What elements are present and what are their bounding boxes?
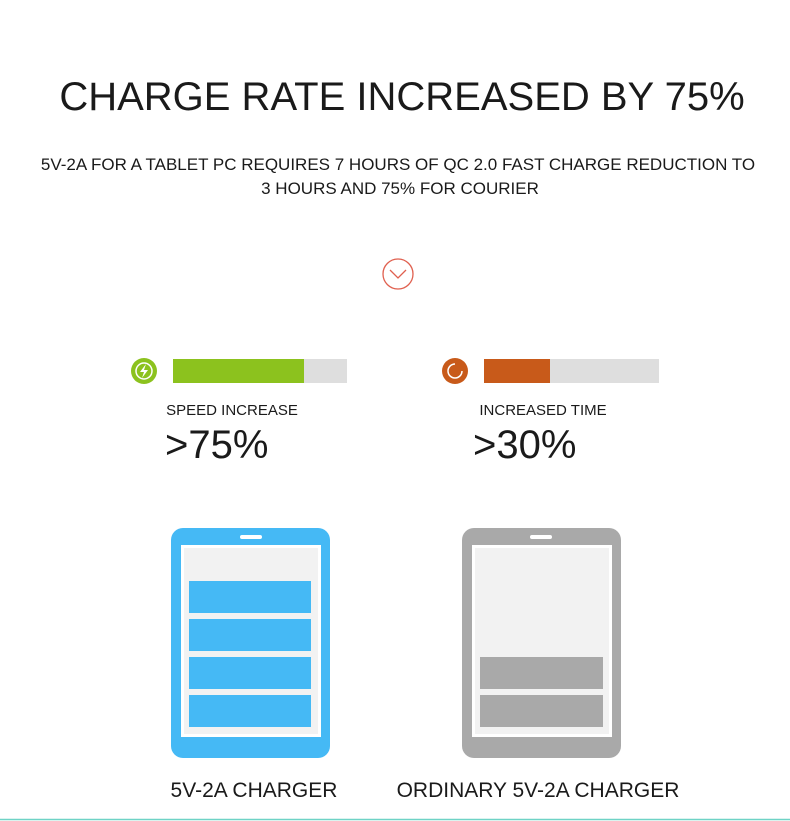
progress-fill — [173, 359, 304, 383]
time-icon — [442, 358, 468, 384]
device-label: 5V-2A CHARGER — [171, 779, 338, 802]
progress-fill — [484, 359, 550, 383]
subtitle: 5V-2A FOR A TABLET PC REQUIRES 7 HOURS O… — [41, 155, 755, 174]
speed-icon — [131, 358, 157, 384]
stat-value: >30% — [473, 423, 576, 467]
stat-label: SPEED INCREASE — [166, 402, 298, 419]
device-label: ORDINARY 5V-2A CHARGER — [397, 779, 680, 802]
subtitle: 3 HOURS AND 75% FOR COURIER — [261, 179, 539, 198]
tablet-blue — [171, 528, 330, 758]
tablet-gray — [462, 528, 621, 758]
stat-label: INCREASED TIME — [479, 402, 606, 419]
stat-value: >75% — [165, 423, 268, 467]
title: CHARGE RATE INCREASED BY 75% — [59, 75, 744, 119]
scroll-chevron[interactable] — [382, 258, 414, 290]
